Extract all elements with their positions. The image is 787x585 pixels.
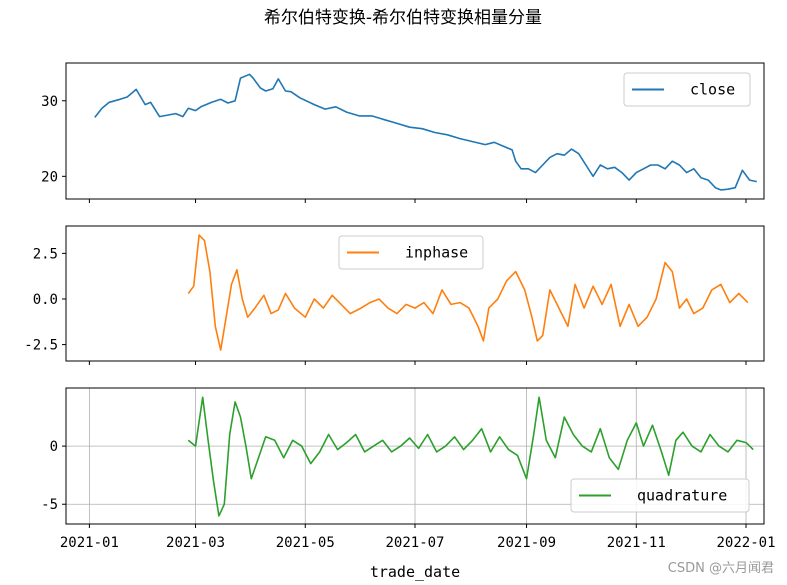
legend-inphase: inphase: [338, 235, 484, 270]
axes-frame: [65, 387, 765, 525]
x-tick-label: 2021-03: [166, 535, 225, 551]
legend-box: [623, 72, 751, 107]
legend-label: close: [690, 81, 735, 99]
legend-label: inphase: [405, 244, 468, 262]
x-tick-label: 2021-05: [276, 535, 335, 551]
series-line-inphase: [187, 234, 749, 351]
panel-inphase: -2.5 0.0 2.5 inphase: [24, 225, 765, 365]
axes-frame: [65, 62, 765, 200]
y-tick-label: 20: [41, 169, 58, 185]
legend-box: [570, 478, 750, 513]
series-line-quadrature: [187, 396, 754, 517]
x-tick-label: 2022-01: [717, 535, 776, 551]
watermark: CSDN @六月闻君: [668, 561, 774, 576]
x-axis-label: trade_date: [370, 563, 460, 581]
legend-quadrature: quadrature: [570, 478, 750, 513]
legend-label: quadrature: [637, 487, 727, 505]
y-tick-label: 0.0: [33, 292, 58, 308]
y-tick-label: 30: [41, 94, 58, 110]
x-tick-label: 2021-09: [497, 535, 556, 551]
legend-box: [338, 235, 484, 270]
axes-frame: [65, 225, 765, 362]
panel-quadrature: -5 0 2021-01 2021-03 2021-05 2021-07 2021-09 20…: [41, 387, 776, 581]
panel-close: 20 30 close: [41, 62, 765, 203]
x-tick-label: 2021-11: [607, 535, 666, 551]
y-tick-label: -5: [41, 497, 58, 513]
y-tick-label: -2.5: [24, 338, 58, 354]
y-tick-label: 2.5: [33, 246, 58, 262]
y-tick-label: 0: [50, 439, 58, 455]
x-tick-label: 2021-01: [60, 535, 119, 551]
figure-title: 希尔伯特变换-希尔伯特变换相量分量: [264, 8, 542, 28]
series-line-close: [94, 73, 757, 191]
legend-close: close: [623, 72, 751, 107]
x-tick-label: 2021-07: [385, 535, 444, 551]
